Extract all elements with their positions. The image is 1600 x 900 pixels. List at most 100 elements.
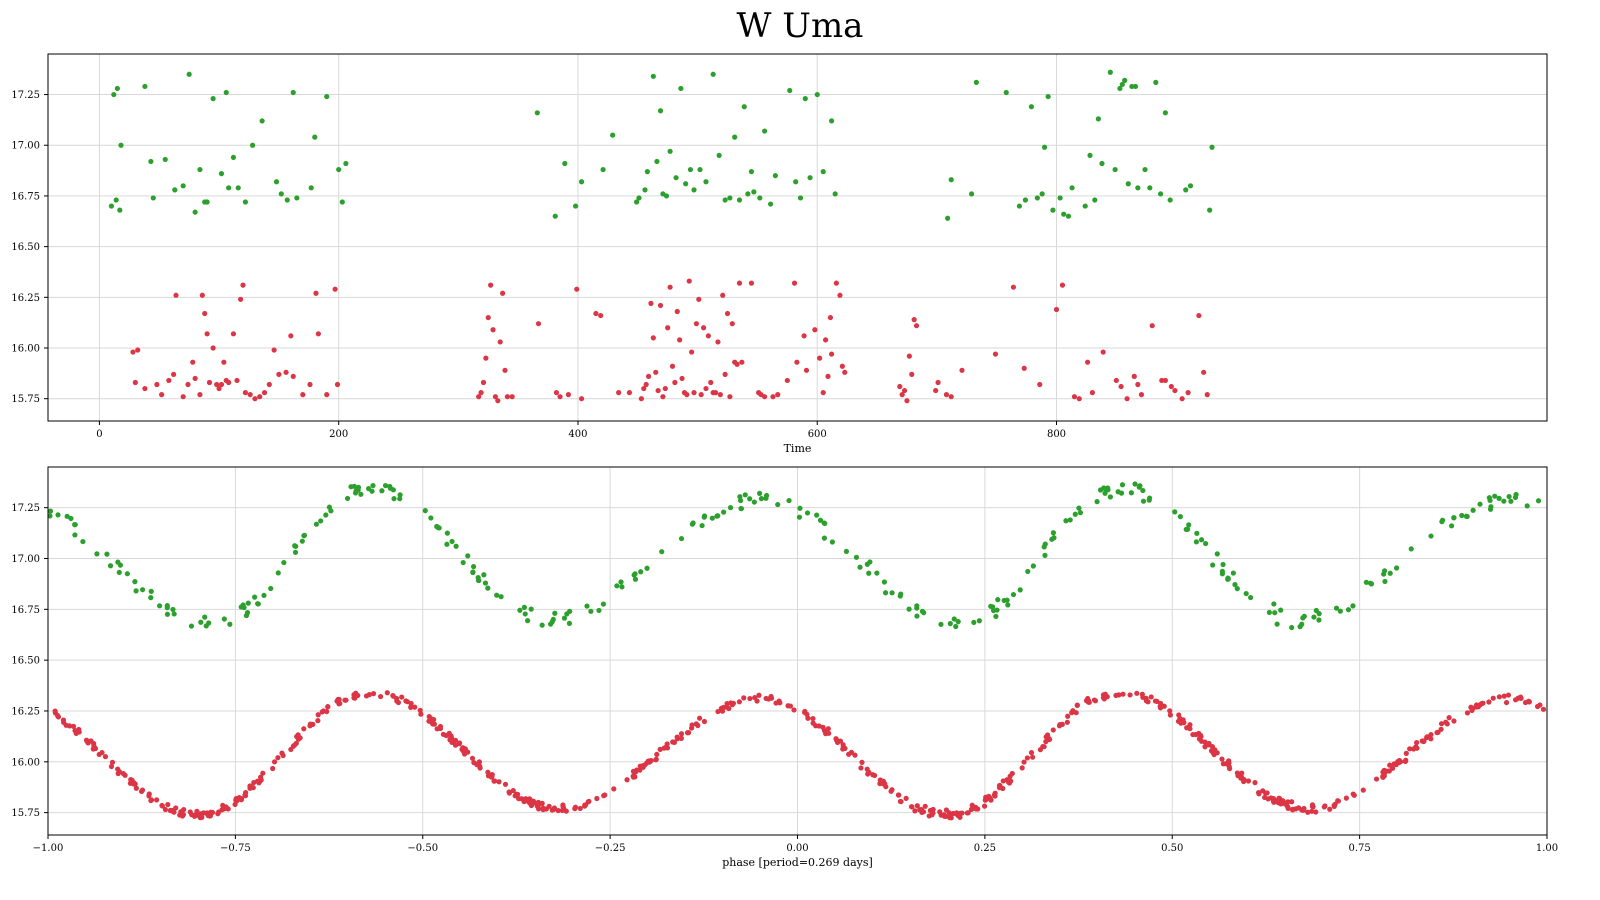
data-point bbox=[1490, 695, 1496, 701]
data-point bbox=[842, 369, 848, 375]
data-point bbox=[547, 621, 554, 627]
data-point bbox=[803, 367, 810, 373]
data-point bbox=[1082, 203, 1088, 209]
data-point bbox=[173, 805, 179, 811]
data-point bbox=[1124, 396, 1130, 402]
data-point bbox=[1004, 597, 1010, 603]
data-point bbox=[1041, 144, 1048, 150]
data-point bbox=[814, 512, 820, 518]
data-point bbox=[848, 749, 855, 755]
data-point bbox=[903, 795, 909, 801]
data-point bbox=[1072, 511, 1078, 517]
data-point bbox=[864, 561, 870, 567]
data-point bbox=[1343, 795, 1349, 801]
data-point bbox=[192, 209, 198, 215]
data-point bbox=[929, 812, 935, 818]
data-point bbox=[683, 181, 689, 187]
data-point bbox=[1045, 93, 1051, 100]
data-point bbox=[1272, 610, 1278, 616]
data-point bbox=[889, 590, 895, 596]
data-point bbox=[825, 726, 831, 732]
data-point bbox=[678, 735, 684, 741]
data-point bbox=[594, 795, 600, 802]
data-point bbox=[1102, 490, 1108, 496]
data-point bbox=[577, 805, 583, 812]
data-point bbox=[697, 715, 703, 721]
data-point bbox=[630, 773, 636, 779]
data-point bbox=[689, 349, 695, 355]
data-point bbox=[1172, 387, 1178, 394]
data-point bbox=[1428, 736, 1434, 742]
data-point bbox=[1028, 104, 1034, 110]
data-point bbox=[947, 812, 953, 818]
data-point bbox=[1446, 715, 1452, 721]
data-point bbox=[111, 91, 117, 98]
data-point bbox=[696, 296, 702, 302]
data-point bbox=[1073, 710, 1079, 716]
data-point bbox=[765, 696, 772, 702]
data-point bbox=[1067, 517, 1073, 523]
data-point bbox=[572, 203, 579, 209]
data-point bbox=[596, 607, 602, 614]
data-point bbox=[611, 786, 617, 792]
data-point bbox=[1140, 498, 1147, 504]
data-point bbox=[1219, 571, 1226, 577]
data-point bbox=[395, 699, 402, 706]
data-point bbox=[280, 752, 286, 759]
data-point bbox=[1149, 323, 1155, 329]
data-point bbox=[719, 708, 726, 714]
data-point bbox=[968, 191, 975, 197]
data-point bbox=[70, 723, 77, 729]
data-point bbox=[775, 501, 781, 508]
data-point bbox=[909, 371, 915, 377]
data-point bbox=[1190, 731, 1196, 738]
data-point bbox=[492, 778, 498, 784]
data-point bbox=[171, 371, 177, 377]
data-point bbox=[131, 781, 137, 787]
data-point bbox=[585, 799, 591, 805]
data-point bbox=[664, 741, 670, 747]
data-point bbox=[804, 510, 811, 516]
data-point bbox=[534, 110, 540, 116]
data-point bbox=[1206, 742, 1212, 748]
data-point bbox=[1100, 349, 1106, 355]
data-point bbox=[397, 492, 403, 498]
data-point bbox=[1210, 750, 1216, 756]
data-point bbox=[870, 772, 876, 778]
data-point bbox=[498, 594, 504, 600]
data-point bbox=[864, 766, 870, 772]
data-point bbox=[186, 71, 192, 77]
data-point bbox=[897, 383, 903, 390]
data-point bbox=[483, 355, 489, 361]
data-point bbox=[695, 722, 701, 729]
time-series-panel: 0 200 400 600 800 15.75 16.00 16.25 16.50 16.75 17… bbox=[11, 53, 1548, 455]
data-point bbox=[216, 385, 222, 392]
data-point bbox=[1243, 590, 1249, 597]
data-point bbox=[223, 89, 229, 96]
data-point bbox=[52, 708, 58, 714]
data-point bbox=[1037, 381, 1043, 388]
data-point bbox=[1147, 185, 1153, 191]
data-point bbox=[192, 375, 198, 382]
data-point bbox=[687, 166, 694, 173]
data-point bbox=[1526, 698, 1532, 704]
data-point bbox=[1382, 578, 1388, 585]
data-point bbox=[716, 152, 722, 158]
data-point bbox=[678, 535, 685, 542]
data-point bbox=[1241, 777, 1247, 783]
data-point bbox=[703, 179, 709, 185]
data-point bbox=[210, 345, 216, 351]
data-point bbox=[787, 87, 793, 94]
data-point bbox=[482, 580, 489, 586]
data-point bbox=[1424, 734, 1430, 741]
data-point bbox=[727, 394, 733, 400]
data-point bbox=[1010, 591, 1017, 598]
data-point bbox=[387, 483, 393, 490]
data-point bbox=[242, 793, 249, 799]
data-point bbox=[1537, 702, 1543, 708]
data-point bbox=[485, 585, 491, 591]
data-point bbox=[1266, 609, 1272, 616]
data-point bbox=[116, 569, 122, 576]
data-point bbox=[173, 292, 179, 298]
data-point bbox=[914, 605, 920, 611]
